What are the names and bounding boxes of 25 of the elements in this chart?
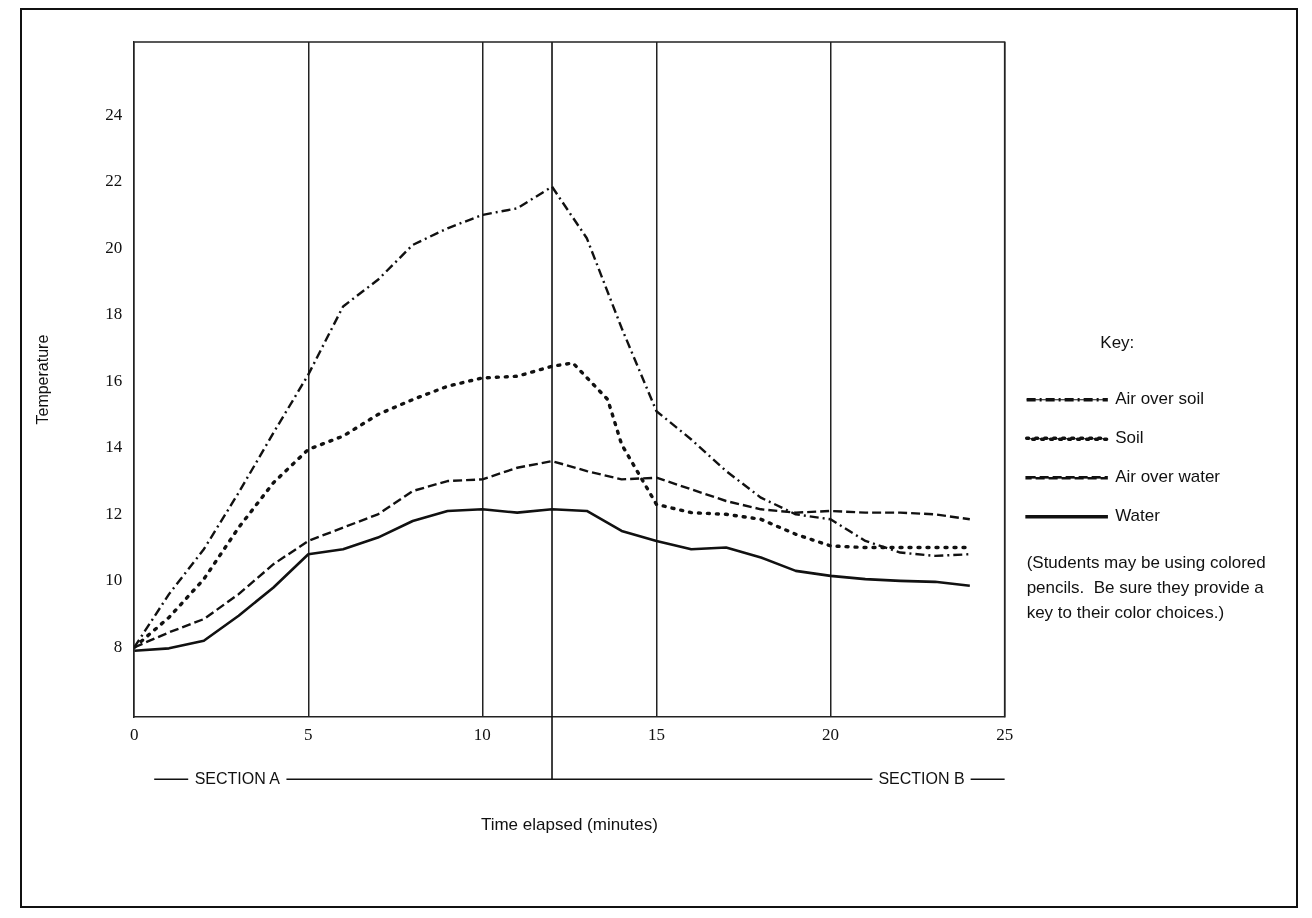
- y-tick-label: 18: [105, 304, 123, 324]
- y-tick-label: 8: [113, 636, 123, 656]
- x-tick-label: 0: [129, 724, 139, 744]
- text: (Students may be using colored pencils. Be sure they provide a key to their color choices.): [1026, 553, 1266, 623]
- y-tick-label: 24: [105, 104, 123, 124]
- x-tick-label: 25: [996, 724, 1014, 744]
- y-tick-label: 10: [105, 570, 123, 590]
- y-tick-label: 16: [105, 370, 123, 390]
- x-tick-label: 20: [822, 724, 840, 744]
- text: SECTION A: [194, 769, 281, 787]
- y-tick-label: 14: [105, 437, 123, 457]
- legend-label: Soil: [1115, 428, 1144, 448]
- x-tick-label: 10: [473, 724, 491, 744]
- legend-label: Air over soil: [1115, 389, 1204, 409]
- legend-label: Water: [1115, 506, 1161, 526]
- y-tick-label: 12: [105, 503, 123, 523]
- y-tick-label: 20: [105, 237, 123, 257]
- y-tick-label: 22: [105, 171, 123, 191]
- legend-label: Air over water: [1115, 467, 1221, 487]
- text: SECTION B: [878, 769, 965, 787]
- x-tick-label: 5: [304, 724, 313, 744]
- legend-title: Key:: [1100, 332, 1135, 352]
- x-axis-title: Time elapsed (minutes): [480, 815, 658, 835]
- y-axis-title: Temperature: [34, 334, 52, 425]
- x-tick-label: 15: [647, 724, 665, 744]
